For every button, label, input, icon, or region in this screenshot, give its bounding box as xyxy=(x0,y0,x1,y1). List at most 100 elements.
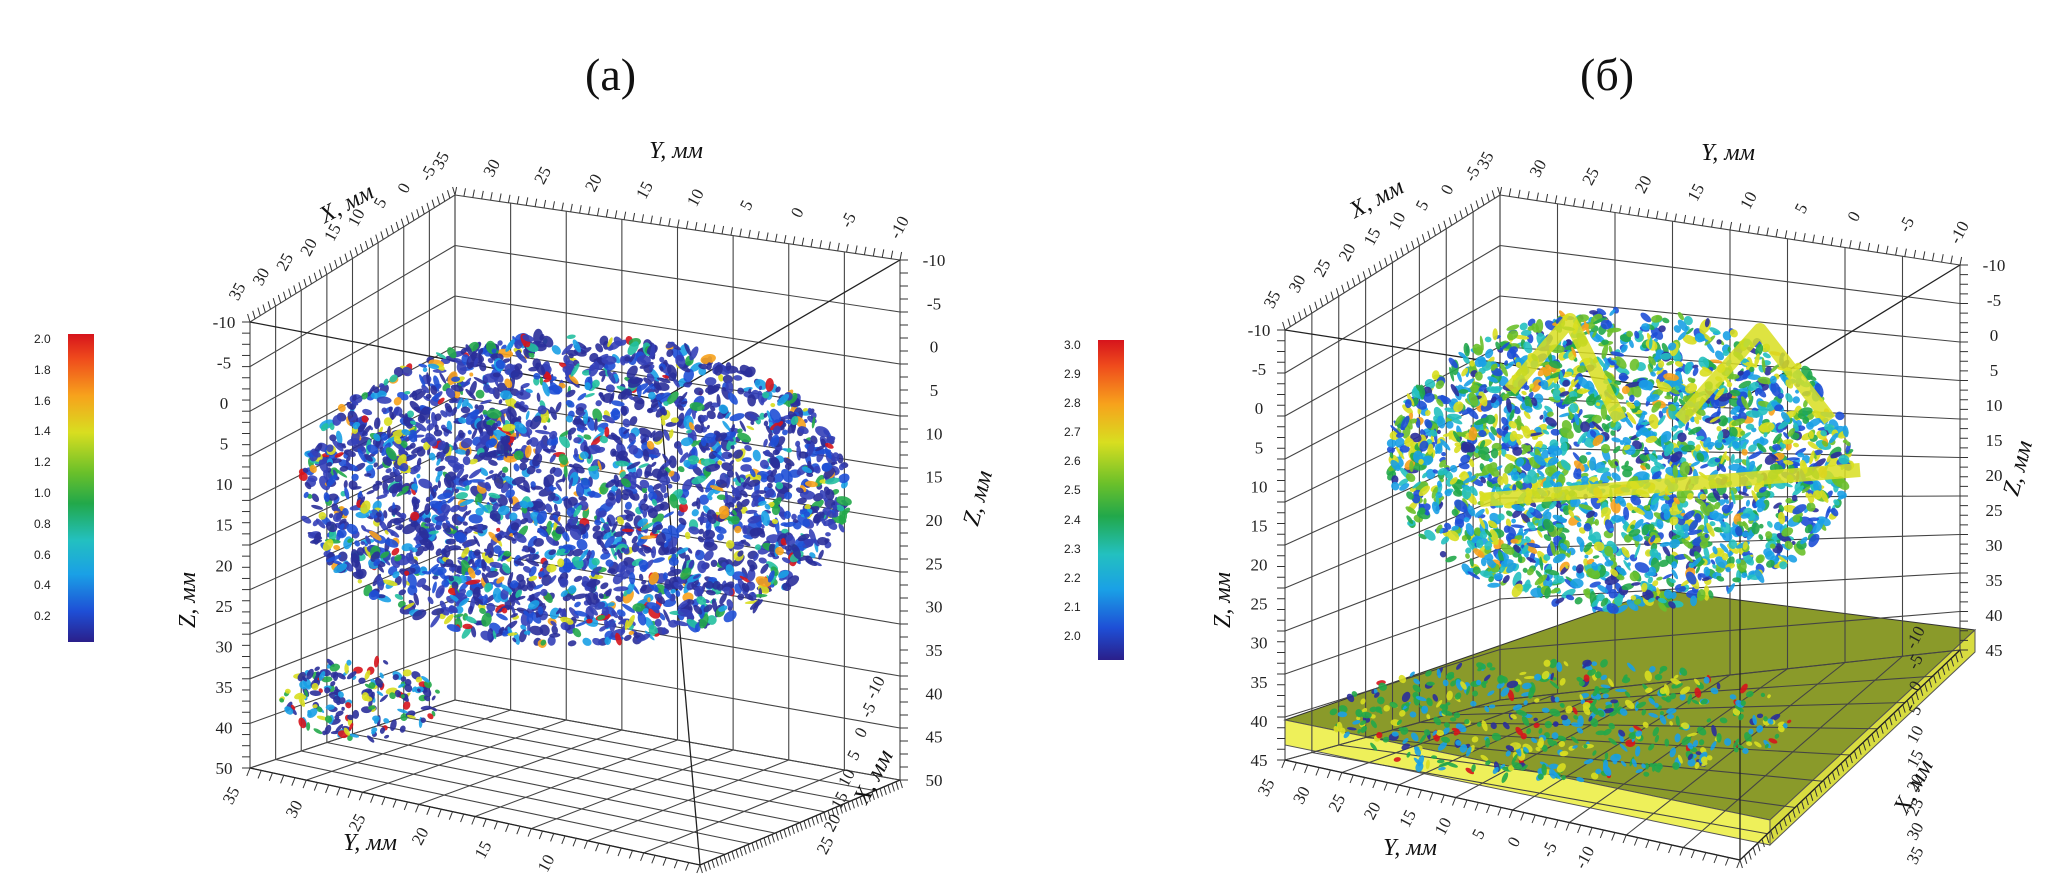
voxel xyxy=(742,524,748,535)
tick-label: 35 xyxy=(219,783,244,807)
voxel xyxy=(561,343,573,355)
voxel xyxy=(1466,685,1471,696)
voxel xyxy=(1756,713,1764,719)
voxel xyxy=(1700,698,1708,705)
voxel xyxy=(783,491,793,500)
voxel xyxy=(1437,741,1448,751)
voxel xyxy=(496,604,508,614)
tick-label: 35 xyxy=(225,279,250,303)
voxel xyxy=(1595,768,1602,775)
voxel xyxy=(650,430,656,439)
voxel xyxy=(673,620,688,627)
voxel xyxy=(1760,692,1766,698)
floor-slab xyxy=(1283,589,1977,847)
voxel xyxy=(585,593,592,606)
voxel xyxy=(806,442,815,457)
voxel xyxy=(1716,732,1722,743)
voxel xyxy=(551,345,561,355)
voxel xyxy=(621,603,636,613)
voxel xyxy=(484,594,488,599)
voxel xyxy=(1777,725,1785,733)
voxel xyxy=(423,395,431,402)
voxel xyxy=(383,718,390,724)
voxel xyxy=(769,456,780,468)
voxel xyxy=(751,495,761,508)
voxel xyxy=(379,672,384,679)
voxel xyxy=(284,706,294,715)
voxel xyxy=(1679,667,1688,676)
voxel xyxy=(533,328,544,345)
voxel xyxy=(515,389,531,400)
tick-mark xyxy=(787,827,791,836)
voxel xyxy=(619,471,626,478)
voxel xyxy=(496,527,501,532)
voxel xyxy=(565,415,574,423)
tick-mark xyxy=(881,249,885,258)
voxel xyxy=(568,353,574,359)
tick-mark xyxy=(1372,779,1377,789)
tick-mark xyxy=(1637,207,1641,217)
voxel xyxy=(549,575,557,584)
voxel xyxy=(823,467,836,479)
voxel xyxy=(346,455,351,463)
tick-label: -10 xyxy=(1945,218,1972,247)
voxel xyxy=(725,362,732,371)
voxel xyxy=(479,362,487,372)
voxel xyxy=(716,494,727,500)
voxel xyxy=(826,510,836,518)
voxel xyxy=(1645,687,1653,694)
voxel xyxy=(466,589,473,598)
voxel xyxy=(1608,737,1618,746)
voxel xyxy=(810,435,818,445)
voxel xyxy=(394,594,404,600)
voxel xyxy=(660,472,667,477)
voxel xyxy=(646,440,655,450)
voxel xyxy=(623,428,630,435)
voxel xyxy=(485,570,499,578)
voxel xyxy=(460,437,473,449)
grid-line xyxy=(454,648,901,729)
voxel xyxy=(826,436,836,443)
voxel xyxy=(334,507,341,512)
voxel xyxy=(346,438,360,446)
voxel xyxy=(437,440,446,451)
volume-rendering xyxy=(1329,658,1792,783)
tick-label: 10 xyxy=(1431,814,1456,838)
voxel xyxy=(638,463,649,468)
voxel xyxy=(360,541,366,545)
voxel xyxy=(686,429,693,434)
voxel xyxy=(1619,743,1628,752)
voxel xyxy=(488,492,501,499)
tick-label: 15 xyxy=(1684,180,1709,204)
voxel xyxy=(1714,350,1725,361)
tick-mark xyxy=(1757,226,1760,235)
voxel xyxy=(1425,759,1430,770)
voxel xyxy=(1579,694,1584,702)
voxel xyxy=(1710,687,1719,695)
tick-mark xyxy=(280,775,285,784)
voxel xyxy=(485,424,494,437)
voxel xyxy=(481,612,492,627)
voxel xyxy=(299,680,308,690)
voxel xyxy=(1648,743,1655,751)
voxel xyxy=(786,447,792,453)
voxel xyxy=(555,401,562,413)
voxel xyxy=(324,715,333,723)
voxel xyxy=(717,414,722,420)
voxel xyxy=(1386,438,1397,448)
voxel xyxy=(663,401,669,406)
tick-mark xyxy=(779,830,783,840)
voxel xyxy=(658,612,666,621)
voxel xyxy=(398,589,407,596)
voxel xyxy=(470,409,480,419)
tick-mark xyxy=(499,193,502,202)
voxel xyxy=(1382,736,1390,743)
voxel xyxy=(454,358,465,366)
tick-mark xyxy=(1536,192,1539,201)
voxel xyxy=(1523,746,1529,753)
tick-mark xyxy=(1335,288,1340,297)
voxel xyxy=(1659,711,1665,716)
voxel xyxy=(587,491,602,498)
voxel xyxy=(1669,720,1673,726)
voxel xyxy=(492,372,501,378)
